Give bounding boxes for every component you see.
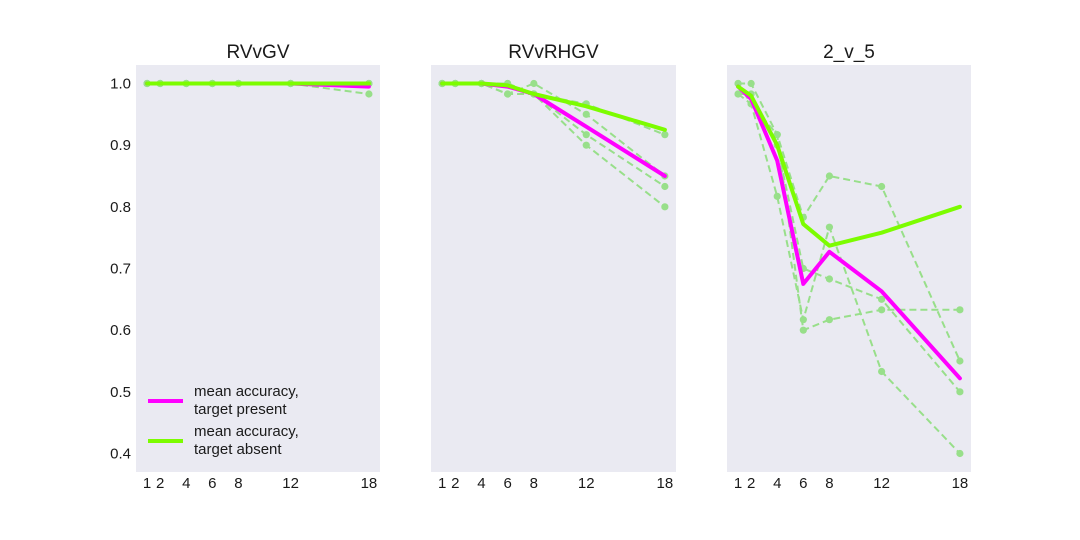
individual-data-point: [878, 182, 886, 191]
x-tick-label: 2: [156, 475, 164, 492]
individual-data-point: [582, 110, 590, 118]
individual-data-point: [582, 141, 590, 149]
x-tick-label: 6: [503, 475, 511, 492]
individual-data-point: [734, 90, 742, 98]
panel-2: RVvRHGV 1 2 4 6 8 12 18: [431, 42, 676, 492]
plot-area: [136, 65, 380, 472]
y-tick-label: 0.6: [110, 322, 131, 339]
legend-label-line: target present: [194, 401, 287, 418]
y-tick-label: 0.5: [110, 384, 131, 401]
x-tick-label: 2: [747, 475, 755, 492]
x-tick-label: 12: [578, 475, 595, 492]
individual-data-point: [956, 306, 964, 314]
legend-label-line: mean accuracy,: [194, 383, 299, 400]
x-tick-label: 6: [799, 475, 807, 492]
individual-data-point: [825, 275, 834, 283]
individual-data-point: [661, 203, 669, 211]
panel-title: 2_v_5: [823, 42, 875, 63]
y-tick-label: 0.4: [110, 446, 131, 463]
individual-data-point: [773, 192, 781, 200]
mean-series-line: [440, 81, 667, 132]
individual-data-point: [956, 357, 964, 365]
mean-series-line: [736, 84, 962, 248]
x-tick-label: 18: [657, 475, 674, 492]
individual-data-point: [956, 449, 964, 458]
x-tick-label: 6: [208, 475, 216, 492]
individual-data-point: [661, 182, 669, 191]
x-tick-label: 18: [361, 475, 378, 492]
panel-title: RVvGV: [226, 42, 289, 63]
panel-1: RVvGV 1 2 4 6 8 12 18 0.4 0.5 0.6 0.7 0.8 0.9 1.0 mean …: [110, 42, 380, 492]
x-tick-label: 12: [873, 475, 890, 492]
x-tick-label: 4: [182, 475, 190, 492]
individual-data-point: [530, 79, 538, 88]
individual-data-point: [799, 326, 807, 334]
legend-label-line: target absent: [194, 441, 282, 458]
individual-data-point: [773, 131, 781, 139]
x-tick-label: 4: [477, 475, 485, 492]
individual-data-point: [661, 131, 669, 139]
individual-data-point: [799, 316, 807, 324]
y-tick-label: 0.7: [110, 261, 131, 278]
x-tick-label: 8: [825, 475, 833, 492]
individual-data-point: [825, 316, 834, 324]
y-tick-label: 0.9: [110, 137, 131, 154]
individual-data-point: [825, 223, 834, 231]
panel-3: 2_v_5 1 2 4 6 8 12 18: [727, 42, 971, 492]
individual-data-point: [878, 295, 886, 303]
individual-data-point: [878, 306, 886, 314]
x-tick-label: 1: [734, 475, 742, 492]
individual-data-point: [825, 172, 834, 180]
individual-data-point: [365, 90, 373, 98]
x-tick-label: 8: [530, 475, 538, 492]
individual-data-point: [582, 131, 590, 139]
x-tick-label: 1: [143, 475, 151, 492]
x-tick-label: 2: [451, 475, 459, 492]
legend-label: mean accuracy, target present: [194, 383, 299, 418]
individual-data-point: [878, 367, 886, 376]
plot-area: [431, 65, 676, 472]
y-tick-label: 0.8: [110, 199, 131, 216]
x-tick-label: 12: [282, 475, 299, 492]
panel-title: RVvRHGV: [508, 42, 599, 63]
legend-label-line: mean accuracy,: [194, 423, 299, 440]
individual-data-point: [747, 79, 755, 88]
individual-data-point: [734, 79, 742, 88]
x-tick-label: 4: [773, 475, 781, 492]
x-tick-label: 1: [438, 475, 446, 492]
x-tick-label: 18: [952, 475, 969, 492]
individual-data-point: [504, 90, 512, 98]
individual-data-point: [956, 388, 964, 396]
y-tick-label: 1.0: [110, 76, 131, 93]
x-tick-label: 8: [234, 475, 242, 492]
legend-label: mean accuracy, target absent: [194, 423, 299, 458]
